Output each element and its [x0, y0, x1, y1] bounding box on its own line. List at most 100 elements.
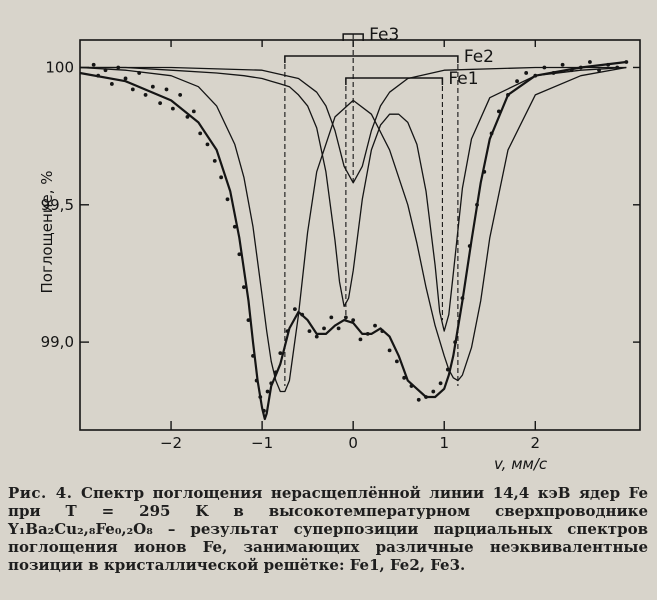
- data-point: [292, 307, 297, 312]
- x-tick-label: −1: [251, 434, 273, 452]
- data-point: [273, 370, 278, 375]
- site-label-fe2: Fe2: [464, 47, 494, 67]
- data-point: [137, 71, 142, 75]
- x-tick-label: −2: [160, 434, 182, 452]
- data-point: [467, 244, 472, 248]
- component-curves: [79, 60, 627, 421]
- figure-caption: Рис. 4. Спектр поглощения нерасщеплённой…: [8, 484, 648, 574]
- data-point: [314, 334, 319, 339]
- data-point: [336, 326, 341, 331]
- data-point: [191, 109, 196, 114]
- data-point: [551, 71, 556, 75]
- data-point: [380, 329, 385, 334]
- data-point: [329, 315, 334, 320]
- site-bracket-fe2: [284, 55, 459, 63]
- site-label-fe3: Fe3: [369, 25, 399, 45]
- data-point: [143, 93, 148, 97]
- data-point: [198, 131, 203, 136]
- data-point: [178, 93, 183, 97]
- y-tick-label: 99,5: [41, 196, 74, 214]
- site-label-fe1: Fe1: [448, 69, 478, 89]
- data-point: [402, 375, 407, 380]
- data-point: [265, 389, 270, 394]
- data-point: [506, 93, 510, 97]
- data-point: [533, 73, 538, 78]
- data-point: [242, 285, 246, 290]
- data-point: [130, 87, 135, 92]
- data-point: [606, 62, 611, 67]
- data-point: [116, 65, 121, 70]
- data-point: [373, 323, 377, 328]
- data-point: [624, 60, 629, 64]
- data-point: [542, 65, 547, 70]
- x-tick-label: 0: [348, 434, 358, 452]
- data-point: [387, 348, 392, 353]
- data-point: [212, 158, 217, 163]
- data-point: [365, 331, 370, 336]
- data-point: [438, 381, 443, 386]
- data-point: [424, 395, 428, 399]
- data-point: [219, 175, 224, 180]
- site-bracket-fe1: [345, 77, 444, 85]
- data-point: [460, 296, 465, 301]
- data-point: [394, 359, 399, 364]
- data-point: [232, 224, 237, 229]
- data-point: [96, 73, 101, 78]
- data-point: [246, 318, 251, 323]
- caption-label: Рис. 4.: [8, 484, 73, 502]
- data-point: [300, 312, 305, 317]
- data-point: [254, 378, 259, 383]
- data-point: [123, 76, 128, 81]
- data-point: [597, 68, 601, 73]
- data-points: [91, 60, 629, 413]
- data-point: [185, 115, 190, 119]
- caption-text: Спектр поглощения нерасщеплённой линии 1…: [8, 484, 648, 574]
- data-point: [269, 381, 274, 386]
- data-point: [445, 367, 450, 372]
- data-point: [164, 87, 169, 92]
- x-axis-label: v, мм/с: [494, 455, 548, 473]
- data-point: [496, 109, 501, 114]
- data-point: [170, 106, 175, 111]
- data-point: [158, 101, 163, 106]
- y-axis-label: Поглощение, %: [38, 170, 56, 293]
- x-tick-label: 1: [439, 434, 449, 452]
- data-point: [569, 68, 574, 73]
- data-point: [615, 65, 620, 70]
- series-line-fe1: [80, 66, 627, 332]
- data-point: [482, 169, 487, 174]
- data-point: [205, 142, 210, 147]
- data-point: [578, 65, 583, 70]
- data-point: [258, 395, 263, 399]
- data-point: [409, 384, 414, 388]
- data-point: [307, 329, 312, 334]
- data-point: [416, 397, 421, 402]
- data-point: [237, 252, 242, 257]
- data-point: [278, 351, 283, 355]
- data-point: [322, 326, 326, 331]
- data-point: [358, 337, 363, 342]
- series-line-fe2: [79, 66, 627, 393]
- data-point: [560, 62, 565, 67]
- y-tick-label: 99,0: [41, 333, 74, 351]
- site-bracket-fe3: [342, 33, 364, 41]
- data-point: [453, 340, 458, 345]
- y-tick-label: 100: [45, 58, 74, 76]
- total-fit-curve: [79, 60, 627, 421]
- data-point: [285, 329, 290, 334]
- data-point: [225, 197, 230, 202]
- data-point: [150, 84, 155, 89]
- x-tick-label: 2: [531, 434, 541, 452]
- plot-frame: [79, 39, 641, 431]
- data-point: [475, 202, 479, 207]
- data-point: [343, 315, 348, 320]
- data-point: [91, 62, 96, 67]
- plot-border: [79, 39, 641, 431]
- data-point: [524, 71, 529, 75]
- data-point: [103, 68, 108, 73]
- data-point: [515, 79, 519, 84]
- data-point: [588, 60, 592, 64]
- data-point: [251, 353, 255, 358]
